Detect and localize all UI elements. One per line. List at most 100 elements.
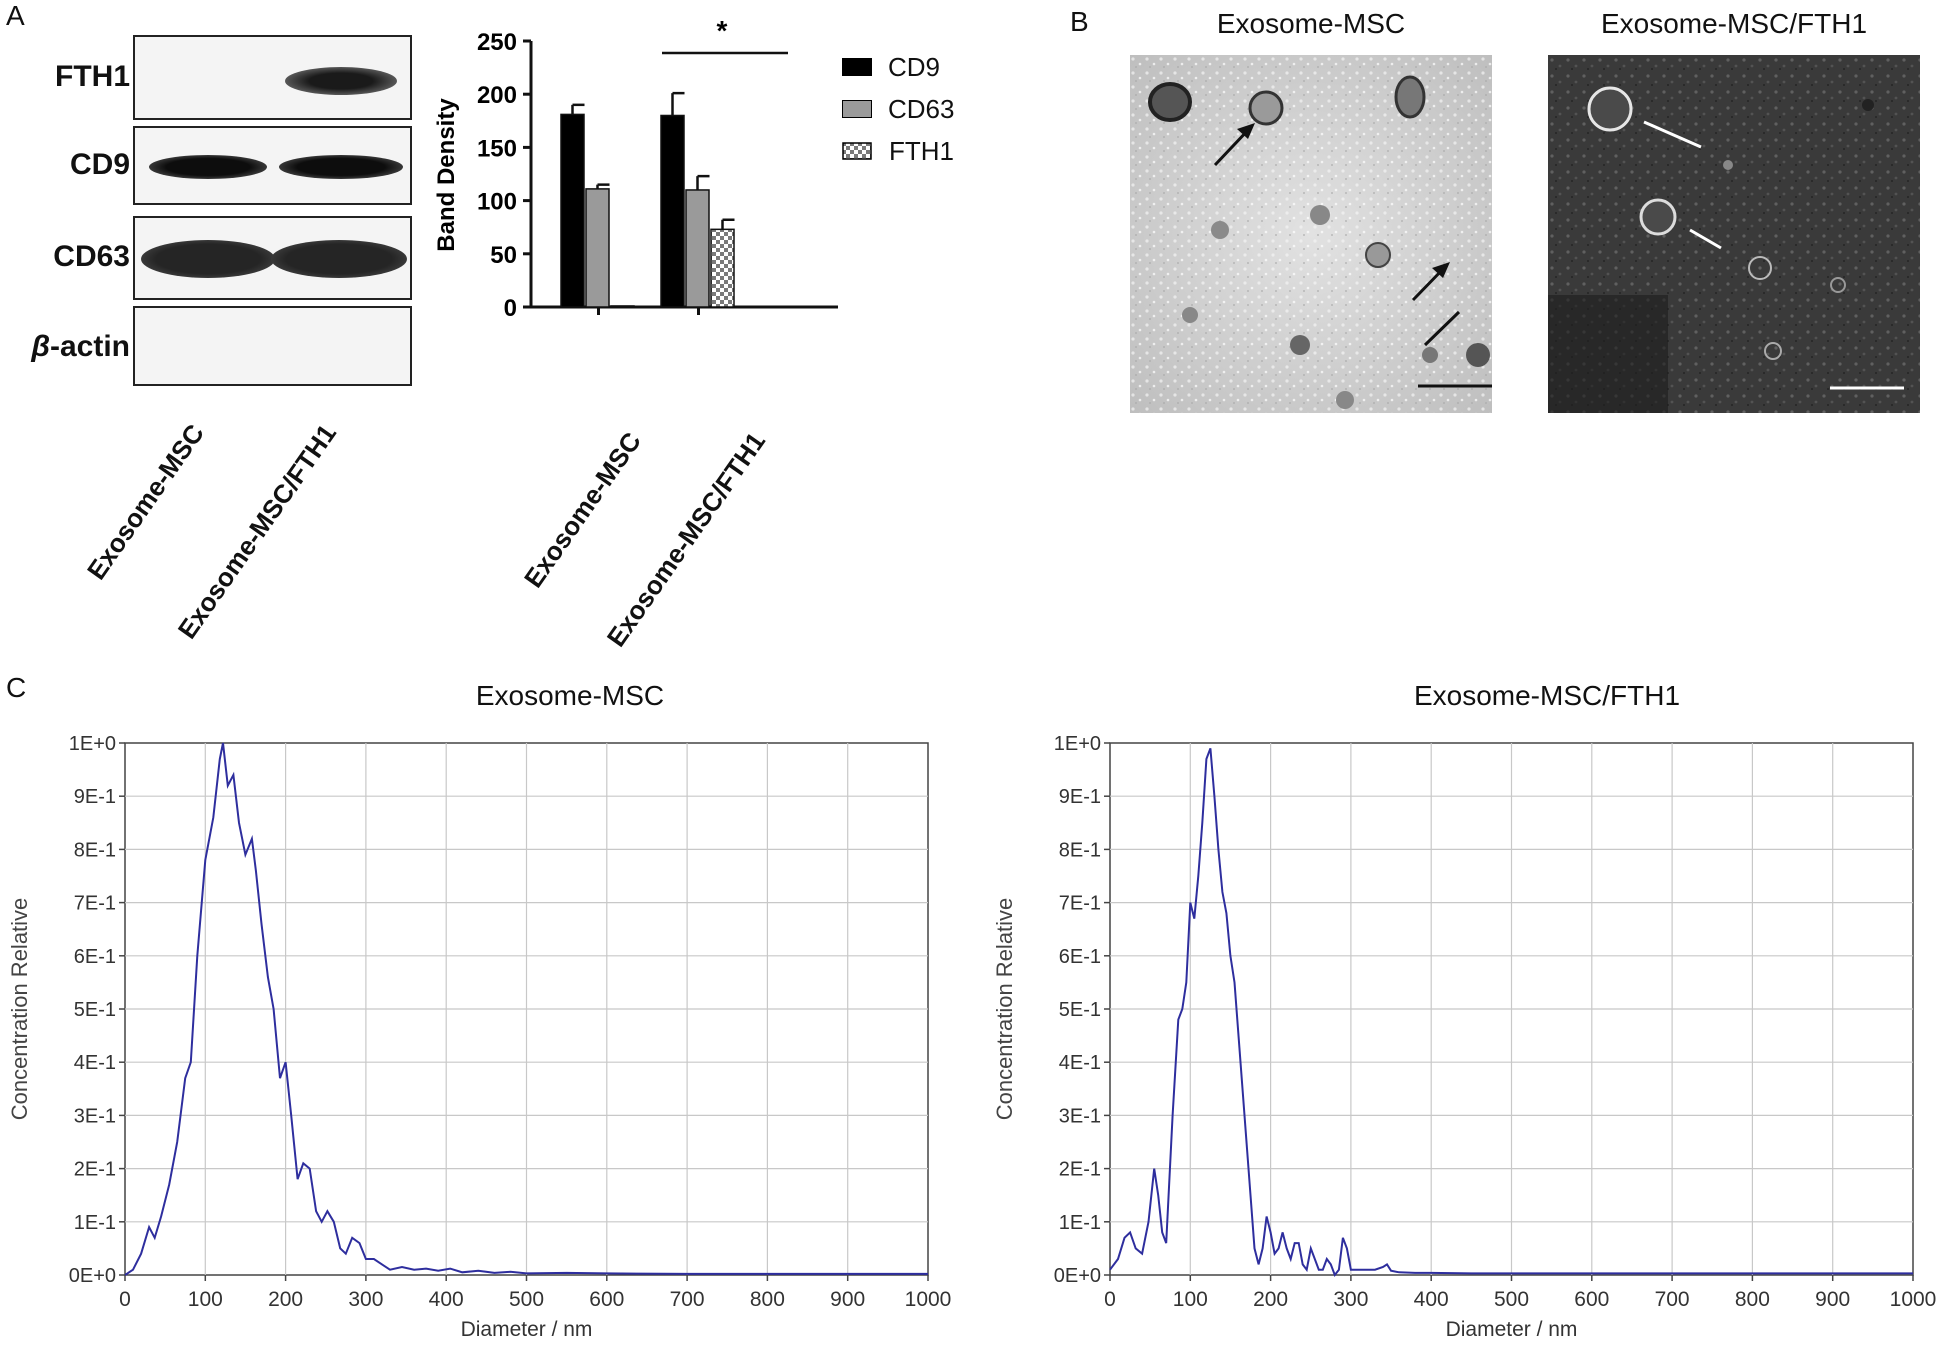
size-chart-2-xlabel: Diameter / nm bbox=[1446, 1318, 1578, 1341]
size-chart-2-y-tick-label-1: 1E-1 bbox=[1059, 1212, 1101, 1234]
size-chart-2-title: Exosome-MSC/FTH1 bbox=[1413, 680, 1681, 711]
panel-b-letter: B bbox=[1070, 6, 1089, 37]
bar-y-tick-label-3: 150 bbox=[477, 135, 517, 162]
size-chart-1-x-tick-label-4: 400 bbox=[429, 1288, 464, 1311]
size-chart-1-y-tick-label-4: 4E-1 bbox=[74, 1052, 116, 1074]
size-chart-1-x-tick-label-1: 100 bbox=[188, 1288, 223, 1311]
legend-label-fth1: FTH1 bbox=[889, 135, 954, 166]
size-distribution-chart-exosome-msc: 0 100 200 300 400 500 600 700 800 900 1000 0E+0 1E-1… bbox=[7, 733, 952, 1341]
bar-cd63-0 bbox=[585, 188, 610, 308]
size-chart-2-x-tick-label-6: 600 bbox=[1574, 1288, 1609, 1311]
bar-fth1-1 bbox=[710, 228, 735, 308]
blot-row-beta-actin bbox=[133, 306, 412, 386]
size-chart-2-x-tick-label-3: 300 bbox=[1333, 1288, 1368, 1311]
size-chart-2-y-tick-label-8: 8E-1 bbox=[1059, 839, 1101, 861]
significance-star: * bbox=[717, 15, 728, 46]
size-chart-1-y-tick-label-3: 3E-1 bbox=[74, 1105, 116, 1127]
size-chart-1-x-tick-label-9: 900 bbox=[830, 1288, 865, 1311]
size-chart-1-y-tick-label-0: 0E+0 bbox=[69, 1265, 116, 1287]
blot-label-cd9: CD9 bbox=[69, 148, 130, 181]
bar-fth1-0 bbox=[610, 305, 635, 308]
size-chart-1-x-tick-label-2: 200 bbox=[268, 1288, 303, 1311]
em-title-1: Exosome-MSC bbox=[1216, 8, 1406, 39]
em-image-exosome-msc bbox=[1130, 55, 1492, 413]
bar-y-tick-label-2: 100 bbox=[477, 189, 517, 216]
size-chart-1-y-tick-label-6: 6E-1 bbox=[74, 946, 116, 968]
legend-item-cd9: CD9 bbox=[842, 46, 954, 88]
blot-row-fth1 bbox=[133, 35, 412, 120]
bar-y-tick-label-1: 50 bbox=[490, 242, 517, 269]
size-chart-1-title: Exosome-MSC bbox=[475, 680, 665, 711]
size-chart-2-y-tick-label-3: 3E-1 bbox=[1059, 1105, 1101, 1127]
size-chart-2-series-line bbox=[1109, 747, 1913, 1278]
size-chart-1-x-tick-label-10: 1000 bbox=[905, 1288, 952, 1311]
size-chart-1-y-tick-label-5: 5E-1 bbox=[74, 999, 116, 1021]
size-chart-2-x-tick-label-2: 200 bbox=[1253, 1288, 1288, 1311]
size-chart-2-y-tick-label-0: 0E+0 bbox=[1054, 1265, 1101, 1287]
size-chart-2-y-tick-label-7: 7E-1 bbox=[1059, 893, 1101, 915]
size-chart-2-x-tick-label-8: 800 bbox=[1735, 1288, 1770, 1311]
size-chart-2-x-tick-label-4: 400 bbox=[1414, 1288, 1449, 1311]
size-chart-1-y-tick-label-9: 9E-1 bbox=[74, 786, 116, 808]
em-image-exosome-msc-fth1 bbox=[1548, 55, 1920, 413]
bar-y-tick-label-4: 200 bbox=[477, 82, 517, 109]
legend-swatch-cd63 bbox=[842, 100, 872, 118]
size-chart-2-x-tick-label-7: 700 bbox=[1655, 1288, 1690, 1311]
legend-item-fth1: FTH1 bbox=[842, 130, 954, 172]
bar-cd63-1 bbox=[685, 189, 710, 308]
blot-row-cd63 bbox=[133, 216, 412, 300]
size-chart-2-ylabel: Concentration Relative bbox=[992, 898, 1017, 1121]
bar-y-tick-label-5: 250 bbox=[477, 29, 517, 56]
band-cd63-lane1 bbox=[141, 240, 275, 278]
band-cd9-lane1 bbox=[149, 155, 267, 179]
blot-label-cd63: CD63 bbox=[53, 240, 130, 273]
legend-label-cd9: CD9 bbox=[888, 51, 941, 82]
size-chart-2-x-tick-label-10: 1000 bbox=[1890, 1288, 1937, 1311]
size-chart-1-x-tick-label-5: 500 bbox=[509, 1288, 544, 1311]
size-chart-2-x-tick-label-9: 900 bbox=[1815, 1288, 1850, 1311]
band-density-bar-chart: 0 50 100 150 200 250 Band Density * bbox=[433, 15, 838, 322]
size-chart-1-series-line bbox=[124, 742, 928, 1276]
size-chart-1-x-tick-label-8: 800 bbox=[750, 1288, 785, 1311]
size-chart-1-x-tick-label-3: 300 bbox=[348, 1288, 383, 1311]
bar-chart-legend: CD9 CD63 FTH1 bbox=[842, 46, 954, 172]
size-distribution-chart-exosome-msc-fth1: 0 100 200 300 400 500 600 700 800 900 1000 0E+0 1E-1… bbox=[992, 733, 1937, 1341]
size-chart-1-x-tick-label-6: 600 bbox=[589, 1288, 624, 1311]
size-chart-2-y-tick-label-4: 4E-1 bbox=[1059, 1052, 1101, 1074]
size-chart-2-x-tick-label-5: 500 bbox=[1494, 1288, 1529, 1311]
size-chart-1-ylabel: Concentration Relative bbox=[7, 898, 32, 1121]
size-chart-2-y-tick-label-5: 5E-1 bbox=[1059, 999, 1101, 1021]
blot-label-beta-actin: β-actin bbox=[31, 330, 130, 363]
band-cd63-lane2 bbox=[271, 240, 407, 278]
legend-swatch-fth1 bbox=[842, 141, 872, 160]
panel-c-letter: C bbox=[6, 672, 27, 703]
western-blot: FTH1 CD9 CD63 β-actin Exosome-MSC Exosom… bbox=[0, 26, 420, 646]
size-chart-1-x-tick-label-0: 0 bbox=[119, 1288, 131, 1311]
blot-lane-label-1: Exosome-MSC bbox=[80, 418, 210, 585]
size-chart-1-y-tick-label-2: 2E-1 bbox=[74, 1159, 116, 1181]
size-chart-1-y-tick-label-8: 8E-1 bbox=[74, 839, 116, 861]
size-chart-2-y-tick-label-9: 9E-1 bbox=[1059, 786, 1101, 808]
size-chart-1-y-tick-label-10: 1E+0 bbox=[69, 733, 116, 755]
size-chart-1-xlabel: Diameter / nm bbox=[461, 1318, 593, 1341]
size-chart-2-y-tick-label-10: 1E+0 bbox=[1054, 733, 1101, 755]
panel-a-letter: A bbox=[6, 0, 25, 31]
size-chart-2-x-tick-label-1: 100 bbox=[1173, 1288, 1208, 1311]
size-chart-2-y-tick-label-2: 2E-1 bbox=[1059, 1159, 1101, 1181]
blot-row-cd9 bbox=[133, 126, 412, 205]
legend-item-cd63: CD63 bbox=[842, 88, 954, 130]
size-chart-1-x-tick-label-7: 700 bbox=[670, 1288, 705, 1311]
em-title-2: Exosome-MSC/FTH1 bbox=[1600, 8, 1868, 39]
band-fth1-lane2 bbox=[285, 67, 397, 95]
size-chart-2-y-tick-label-6: 6E-1 bbox=[1059, 946, 1101, 968]
band-cd9-lane2 bbox=[279, 155, 403, 179]
size-chart-1-y-tick-label-7: 7E-1 bbox=[74, 893, 116, 915]
legend-swatch-cd9 bbox=[842, 58, 872, 76]
bar-chart-ylabel: Band Density bbox=[433, 98, 460, 252]
blot-label-fth1: FTH1 bbox=[55, 60, 130, 93]
legend-label-cd63: CD63 bbox=[888, 93, 955, 124]
size-chart-1-y-tick-label-1: 1E-1 bbox=[74, 1212, 116, 1234]
bar-y-tick-label-0: 0 bbox=[504, 295, 517, 322]
size-chart-2-x-tick-label-0: 0 bbox=[1104, 1288, 1116, 1311]
bar-cd9-1 bbox=[660, 114, 685, 308]
